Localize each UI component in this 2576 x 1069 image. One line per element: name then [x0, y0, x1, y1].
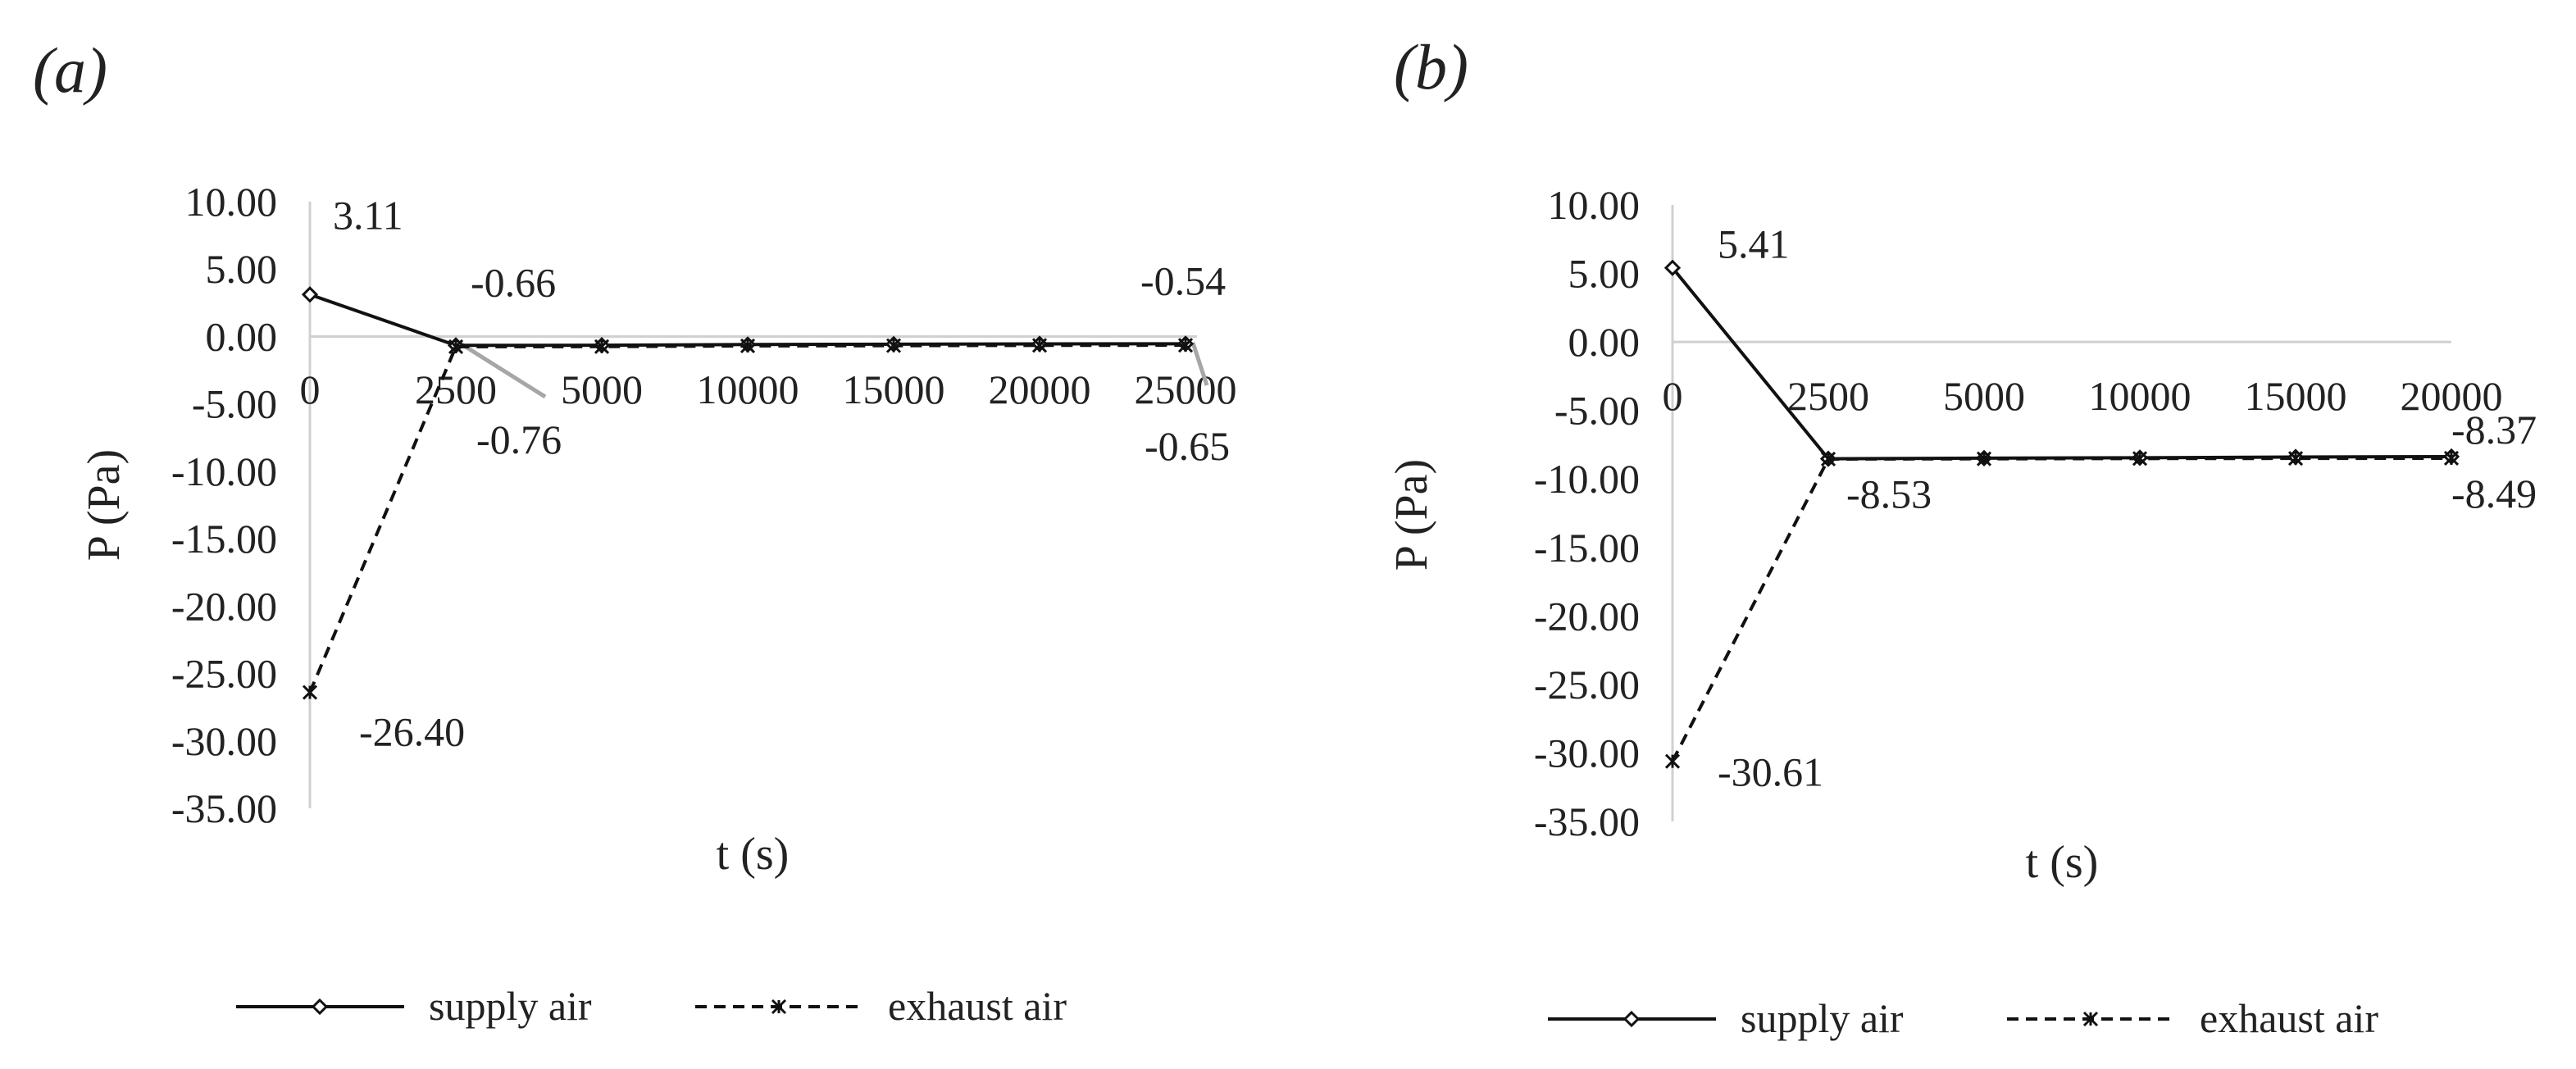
panel-label: (b) [1394, 31, 1468, 102]
exhaust-air-point [1820, 451, 1836, 467]
x-tick-label: 15000 [2245, 373, 2347, 419]
x-tick-label: 2500 [415, 366, 497, 412]
supply-air-point [1663, 259, 1682, 276]
data-label: -8.37 [2451, 407, 2537, 453]
exhaust-air-point [1664, 753, 1681, 769]
y-axis-title: P (Pa) [1386, 459, 1437, 571]
x-tick-label: 10000 [2089, 373, 2191, 419]
data-label: -8.53 [1846, 471, 1932, 517]
exhaust-air-point [2287, 451, 2304, 466]
y-tick-label: -10.00 [1534, 456, 1640, 502]
exhaust-air-point [740, 338, 756, 354]
y-tick-label: -25.00 [171, 651, 277, 697]
y-tick-label: -10.00 [171, 448, 277, 494]
y-tick-label: 0.00 [206, 313, 278, 359]
panel-label: (a) [33, 34, 107, 106]
exhaust-air-point [1177, 338, 1194, 353]
x-axis-title: t (s) [2026, 837, 2099, 888]
legend-label-supply-air: supply air [1741, 995, 1904, 1041]
y-tick-label: -5.00 [1554, 388, 1640, 434]
x-tick-label: 10000 [697, 366, 799, 412]
x-tick-label: 0 [300, 366, 321, 412]
data-label: -0.66 [471, 259, 556, 305]
data-label: -8.49 [2451, 471, 2537, 516]
x-tick-label: 2500 [1787, 373, 1869, 419]
data-label: -26.40 [359, 709, 465, 755]
data-label: 5.41 [1718, 221, 1790, 267]
exhaust-air-point [885, 338, 902, 353]
y-tick-label: -20.00 [171, 583, 277, 629]
exhaust-air-point [594, 339, 610, 354]
y-tick-label: -35.00 [171, 785, 277, 831]
x-tick-label: 5000 [561, 366, 643, 412]
legend-marker-exhaust-air [2082, 1011, 2099, 1027]
x-tick-label: 0 [1663, 373, 1683, 419]
y-tick-label: -20.00 [1534, 593, 1640, 639]
y-tick-label: 10.00 [185, 179, 278, 225]
x-tick-label: 20000 [989, 366, 1091, 412]
y-tick-label: 5.00 [1568, 251, 1641, 297]
series-line-exhaust-air [1671, 456, 2452, 762]
data-label: 3.11 [333, 192, 403, 238]
legend-marker-supply-air [311, 998, 329, 1016]
y-tick-label: 5.00 [206, 246, 278, 292]
y-tick-label: -15.00 [171, 516, 277, 562]
chart-panel-b: (b) 10.00 5.00 0.00 -5.00 -10.00 -15.00 -20.00 -… [1386, 31, 2537, 1041]
chart-panel-a: (a) 10.00 5.00 0.00 -5.00 -10.00 -15.00 -20.00 -… [33, 34, 1237, 1029]
exhaust-air-point [1976, 451, 1992, 466]
y-tick-label: -25.00 [1534, 662, 1640, 707]
x-tick-label: 25000 [1135, 366, 1237, 412]
legend-label-exhaust-air: exhaust air [2200, 995, 2378, 1041]
series-line-supply-air [1671, 266, 2452, 461]
x-axis-title: t (s) [717, 829, 790, 880]
y-tick-label: -30.00 [171, 718, 277, 764]
exhaust-air-point [2443, 450, 2460, 466]
exhaust-air-point [1031, 338, 1048, 353]
legend-marker-exhaust-air [771, 998, 787, 1015]
legend-label-supply-air: supply air [429, 983, 592, 1029]
y-tick-label: -5.00 [192, 381, 277, 427]
y-tick-label: 10.00 [1548, 182, 1641, 228]
data-label-leader [457, 340, 547, 399]
exhaust-air-point [2132, 451, 2148, 466]
data-label: -0.54 [1140, 257, 1226, 303]
data-label-leader [1190, 342, 1209, 386]
y-tick-label: 0.00 [1568, 319, 1641, 365]
data-label: -0.65 [1145, 423, 1230, 469]
exhaust-air-point [302, 685, 318, 700]
supply-air-point [301, 286, 319, 303]
legend-marker-supply-air [1623, 1010, 1641, 1028]
x-tick-label: 15000 [843, 366, 945, 412]
legend-label-exhaust-air: exhaust air [888, 983, 1067, 1029]
x-tick-label: 5000 [1943, 373, 2025, 419]
y-tick-label: -35.00 [1534, 798, 1640, 844]
y-tick-label: -15.00 [1534, 525, 1640, 571]
exhaust-air-point [448, 339, 464, 355]
x-tick-label: 20000 [2401, 373, 2503, 419]
y-axis-title: P (Pa) [79, 449, 130, 561]
data-label: -0.76 [476, 416, 562, 462]
y-tick-label: -30.00 [1534, 730, 1640, 776]
data-label: -30.61 [1718, 749, 1823, 795]
